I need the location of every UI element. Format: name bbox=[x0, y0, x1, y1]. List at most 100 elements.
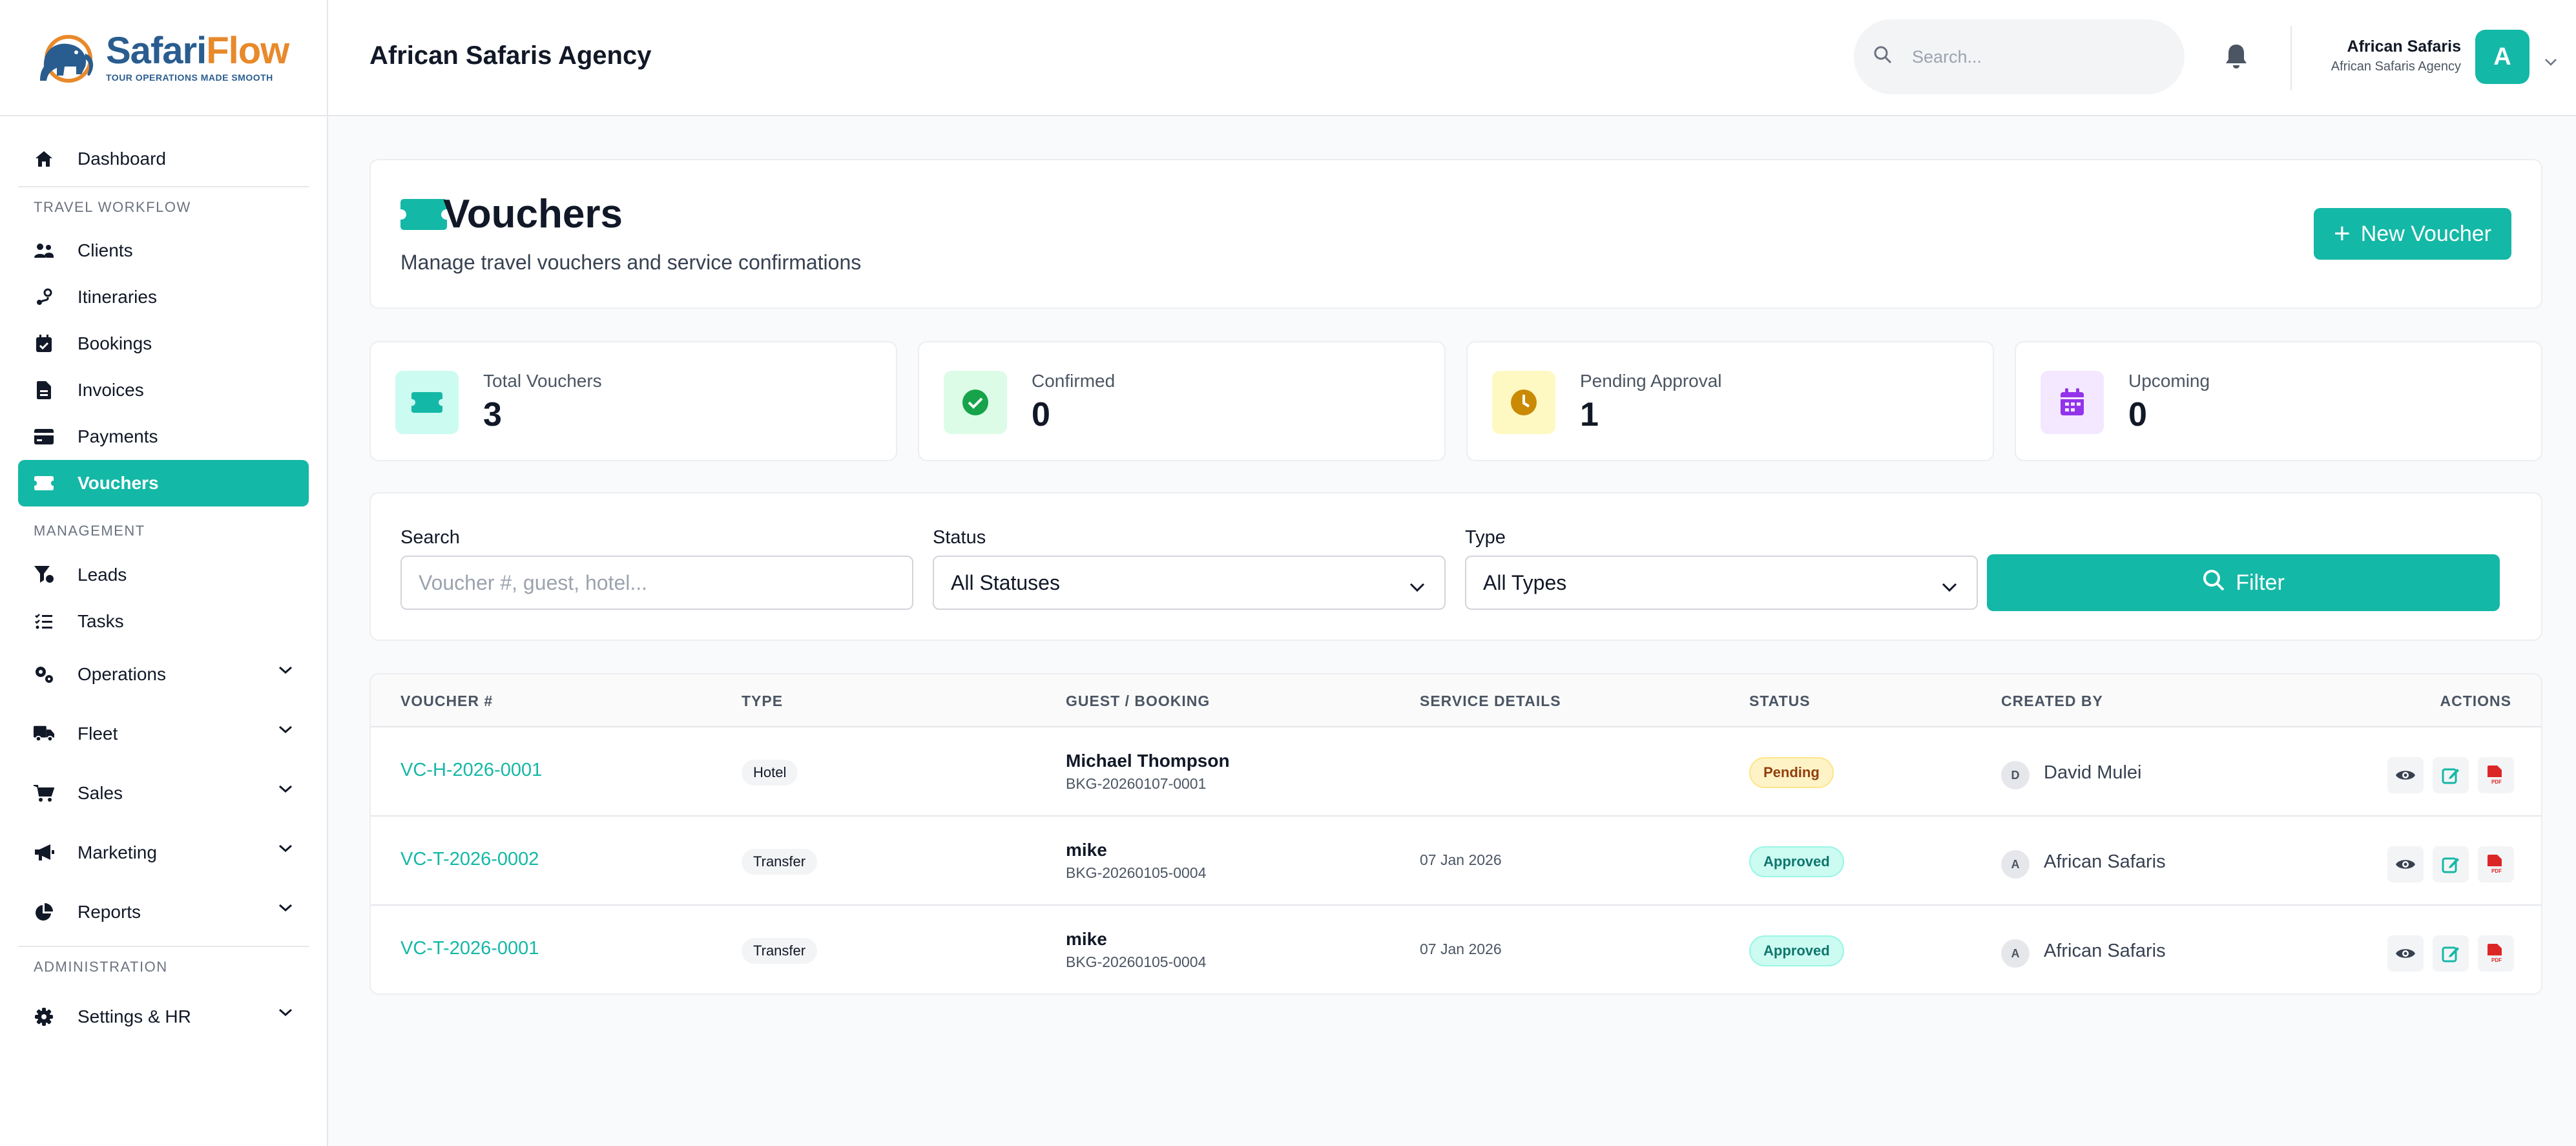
new-voucher-label: New Voucher bbox=[2360, 221, 2491, 246]
status-badge: Pending bbox=[1749, 757, 1834, 788]
type-badge: Hotel bbox=[742, 760, 798, 786]
search-placeholder: Voucher #, guest, hotel... bbox=[419, 570, 648, 594]
sidebar-item-label: Marketing bbox=[78, 842, 157, 862]
voucher-number-link[interactable]: VC-T-2026-0002 bbox=[400, 849, 539, 870]
pdf-icon[interactable]: PDF bbox=[2478, 846, 2514, 882]
vouchers-table: VOUCHER # TYPE GUEST / BOOKING SERVICE D… bbox=[369, 673, 2542, 995]
service-details: 07 Jan 2026 bbox=[1420, 941, 1502, 957]
new-voucher-button[interactable]: + New Voucher bbox=[2314, 208, 2511, 260]
sidebar-item-clients[interactable]: Clients bbox=[18, 227, 309, 274]
view-eye-icon[interactable] bbox=[2387, 757, 2424, 793]
edit-icon[interactable] bbox=[2433, 757, 2469, 793]
chevron-down-icon bbox=[278, 659, 293, 680]
cart-icon bbox=[34, 783, 54, 804]
sidebar: SafariFlow TOUR OPERATIONS MADE SMOOTH D… bbox=[0, 0, 328, 1146]
sidebar-item-label: Itineraries bbox=[78, 287, 157, 307]
brand-tagline: TOUR OPERATIONS MADE SMOOTH bbox=[106, 72, 273, 83]
user-menu[interactable]: African Safaris African Safaris Agency A bbox=[2290, 26, 2564, 90]
stat-value: 0 bbox=[1032, 396, 1050, 433]
creator-name: David Mulei bbox=[2044, 762, 2142, 783]
chevron-down-icon[interactable] bbox=[2544, 50, 2558, 71]
type-select[interactable]: All Types bbox=[1465, 556, 1978, 610]
column-header-service[interactable]: SERVICE DETAILS bbox=[1420, 693, 1561, 709]
creator-name: African Safaris bbox=[2044, 851, 2166, 872]
sidebar-item-bookings[interactable]: Bookings bbox=[18, 320, 309, 367]
column-header-created-by[interactable]: CREATED BY bbox=[2001, 693, 2103, 709]
column-header-guest[interactable]: GUEST / BOOKING bbox=[1066, 693, 1210, 709]
brand-logo[interactable]: SafariFlow TOUR OPERATIONS MADE SMOOTH bbox=[0, 0, 327, 116]
page-title: Vouchers bbox=[443, 192, 623, 236]
main-content: Vouchers Manage travel vouchers and serv… bbox=[369, 159, 2542, 995]
pdf-icon[interactable]: PDF bbox=[2478, 757, 2514, 793]
chevron-down-icon bbox=[278, 837, 293, 858]
stat-total-vouchers: Total Vouchers 3 bbox=[369, 341, 897, 461]
sidebar-item-operations[interactable]: Operations bbox=[18, 645, 309, 704]
search-icon bbox=[2202, 568, 2236, 598]
sidebar-item-label: Fleet bbox=[78, 724, 118, 744]
route-icon bbox=[34, 287, 54, 307]
sidebar-item-invoices[interactable]: Invoices bbox=[18, 367, 309, 413]
voucher-search-input[interactable]: Voucher #, guest, hotel... bbox=[400, 556, 913, 610]
sidebar-item-tasks[interactable]: Tasks bbox=[18, 598, 309, 645]
view-eye-icon[interactable] bbox=[2387, 935, 2424, 972]
booking-ref: BKG-20260105-0004 bbox=[1066, 864, 1207, 881]
sidebar-item-sales[interactable]: Sales bbox=[18, 764, 309, 823]
column-header-voucher[interactable]: VOUCHER # bbox=[400, 693, 493, 709]
sidebar-item-itineraries[interactable]: Itineraries bbox=[18, 274, 309, 320]
users-icon bbox=[34, 240, 54, 261]
voucher-number-link[interactable]: VC-T-2026-0001 bbox=[400, 938, 539, 959]
clock-icon bbox=[1492, 371, 1555, 434]
filter-button[interactable]: Filter bbox=[1987, 554, 2500, 611]
megaphone-icon bbox=[34, 842, 54, 863]
credit-card-icon bbox=[34, 426, 54, 447]
sidebar-item-label: Reports bbox=[78, 902, 141, 922]
edit-icon[interactable] bbox=[2433, 935, 2469, 972]
chevron-down-icon bbox=[1408, 575, 1426, 599]
stat-upcoming: Upcoming 0 bbox=[2015, 341, 2542, 461]
type-select-value: All Types bbox=[1483, 570, 1567, 594]
column-header-type[interactable]: TYPE bbox=[742, 693, 784, 709]
gear-icon bbox=[34, 1006, 54, 1027]
global-search-input[interactable]: Search... bbox=[1854, 19, 2185, 94]
pdf-icon[interactable]: PDF bbox=[2478, 935, 2514, 972]
voucher-number-link[interactable]: VC-H-2026-0001 bbox=[400, 760, 543, 780]
chevron-down-icon bbox=[278, 778, 293, 798]
sidebar-item-label: Tasks bbox=[78, 611, 124, 631]
stat-label: Confirmed bbox=[1032, 371, 1116, 391]
sidebar-item-payments[interactable]: Payments bbox=[18, 413, 309, 460]
sidebar-item-marketing[interactable]: Marketing bbox=[18, 823, 309, 882]
type-badge: Transfer bbox=[742, 849, 818, 875]
view-eye-icon[interactable] bbox=[2387, 846, 2424, 882]
sidebar-item-label: Invoices bbox=[78, 380, 144, 400]
guest-name: mike bbox=[1066, 929, 1107, 949]
sidebar-item-label: Dashboard bbox=[78, 149, 166, 169]
global-search-placeholder: Search... bbox=[1912, 47, 1982, 67]
avatar[interactable]: A bbox=[2475, 30, 2529, 84]
edit-icon[interactable] bbox=[2433, 846, 2469, 882]
top-header: African Safaris Agency Search... African… bbox=[328, 0, 2576, 116]
stat-confirmed: Confirmed 0 bbox=[918, 341, 1446, 461]
sidebar-item-vouchers[interactable]: Vouchers bbox=[18, 460, 309, 506]
sidebar-item-fleet[interactable]: Fleet bbox=[18, 704, 309, 764]
search-field-label: Search bbox=[400, 527, 460, 548]
invoice-icon bbox=[34, 380, 54, 401]
sidebar-item-label: Leads bbox=[78, 565, 127, 585]
calendar-icon bbox=[2041, 371, 2104, 434]
bell-icon[interactable] bbox=[2224, 43, 2249, 74]
funnel-icon bbox=[34, 565, 54, 585]
status-select[interactable]: All Statuses bbox=[933, 556, 1446, 610]
page-subtitle: Manage travel vouchers and service confi… bbox=[400, 251, 862, 274]
home-icon bbox=[34, 149, 54, 169]
sidebar-item-reports[interactable]: Reports bbox=[18, 882, 309, 942]
sidebar-item-leads[interactable]: Leads bbox=[18, 552, 309, 598]
svg-text:PDF: PDF bbox=[2491, 957, 2502, 963]
column-header-status[interactable]: STATUS bbox=[1749, 693, 1811, 709]
sidebar-item-label: Bookings bbox=[78, 333, 152, 353]
booking-ref: BKG-20260107-0001 bbox=[1066, 775, 1207, 792]
sidebar-item-dashboard[interactable]: Dashboard bbox=[18, 136, 309, 182]
status-badge: Approved bbox=[1749, 846, 1844, 877]
search-icon bbox=[1873, 45, 1893, 69]
sidebar-item-settings[interactable]: Settings & HR bbox=[18, 987, 309, 1047]
creator-avatar: D bbox=[2001, 761, 2030, 789]
creator-name: African Safaris bbox=[2044, 941, 2166, 961]
